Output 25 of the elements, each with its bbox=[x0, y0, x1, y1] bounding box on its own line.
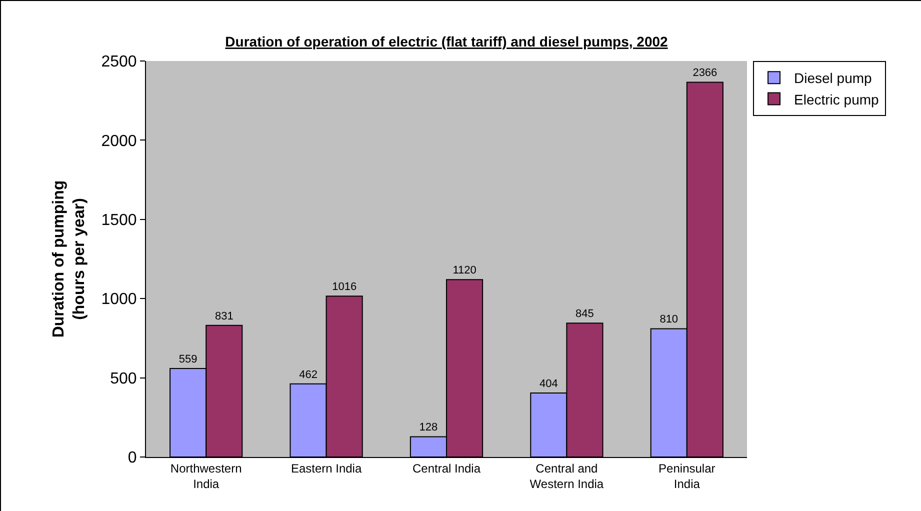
data-label: 1016 bbox=[332, 281, 357, 294]
y-tick-label: 500 bbox=[110, 370, 137, 388]
chart-title: Duration of operation of electric (flat tariff) and diesel pumps, 2002 bbox=[225, 34, 668, 50]
legend-label: Electric pump bbox=[794, 91, 880, 108]
x-tick-label: Peninsular India bbox=[658, 461, 716, 491]
data-label: 462 bbox=[299, 368, 318, 381]
data-label: 1120 bbox=[452, 264, 476, 277]
y-tick-label: 1500 bbox=[101, 212, 137, 229]
y-tick-label: 2500 bbox=[101, 54, 137, 71]
y-tick-label: 1000 bbox=[101, 291, 137, 308]
legend-label: Diesel pump bbox=[794, 70, 872, 86]
data-label: 404 bbox=[539, 378, 558, 390]
y-tick-label: 0 bbox=[128, 450, 137, 467]
data-label: 128 bbox=[419, 422, 438, 434]
data-label: 831 bbox=[214, 310, 234, 322]
data-label: 810 bbox=[660, 314, 678, 326]
x-tick-label: Central and Western India bbox=[530, 461, 604, 491]
data-label: 845 bbox=[576, 308, 594, 320]
data-label: 2366 bbox=[692, 67, 718, 80]
data-label: 559 bbox=[178, 353, 198, 366]
y-axis-title: Duration of pumping (hours per year) bbox=[50, 180, 88, 338]
y-tick-label: 2000 bbox=[101, 132, 137, 150]
x-tick-label: Central India bbox=[412, 461, 481, 476]
x-tick-label: Eastern India bbox=[290, 461, 362, 476]
x-tick-label: Northwestern India bbox=[170, 461, 242, 491]
